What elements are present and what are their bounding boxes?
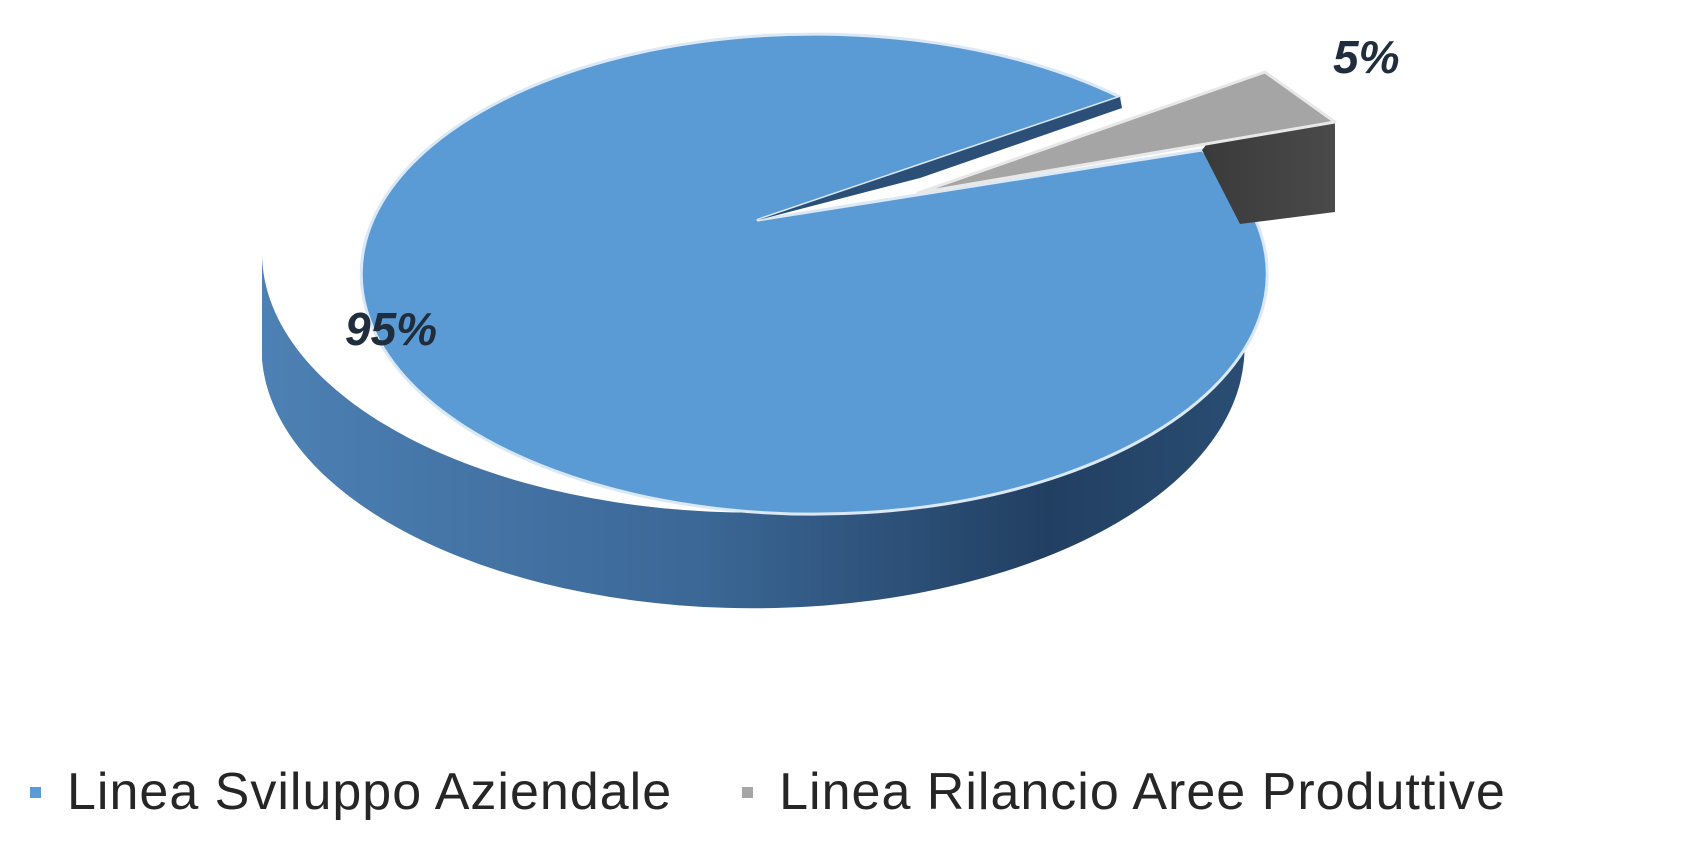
slice-cut-wall (758, 97, 1122, 220)
legend-label: Linea Sviluppo Aziendale (67, 763, 673, 821)
data-label-linea-rilancio-aree-produttive: 5% (1333, 31, 1399, 83)
legend-item-linea-sviluppo-aziendale: Linea Sviluppo Aziendale (30, 762, 672, 822)
legend-swatch-blue (30, 786, 41, 798)
legend: Linea Sviluppo Aziendale Linea Rilancio … (30, 752, 1690, 832)
slice-side-linea-sviluppo-aziendale (262, 250, 1245, 609)
data-label-linea-sviluppo-aziendale: 95% (345, 303, 437, 355)
slice-linea-rilancio-aree-produttive (916, 70, 1337, 195)
legend-swatch-gray (742, 786, 754, 798)
pie-chart: 95% 5% (262, 31, 1399, 609)
slice-linea-sviluppo-aziendale (359, 32, 1269, 516)
legend-item-linea-rilancio-aree-produttive: Linea Rilancio Aree Produttive (742, 762, 1506, 822)
legend-label: Linea Rilancio Aree Produttive (779, 763, 1506, 821)
